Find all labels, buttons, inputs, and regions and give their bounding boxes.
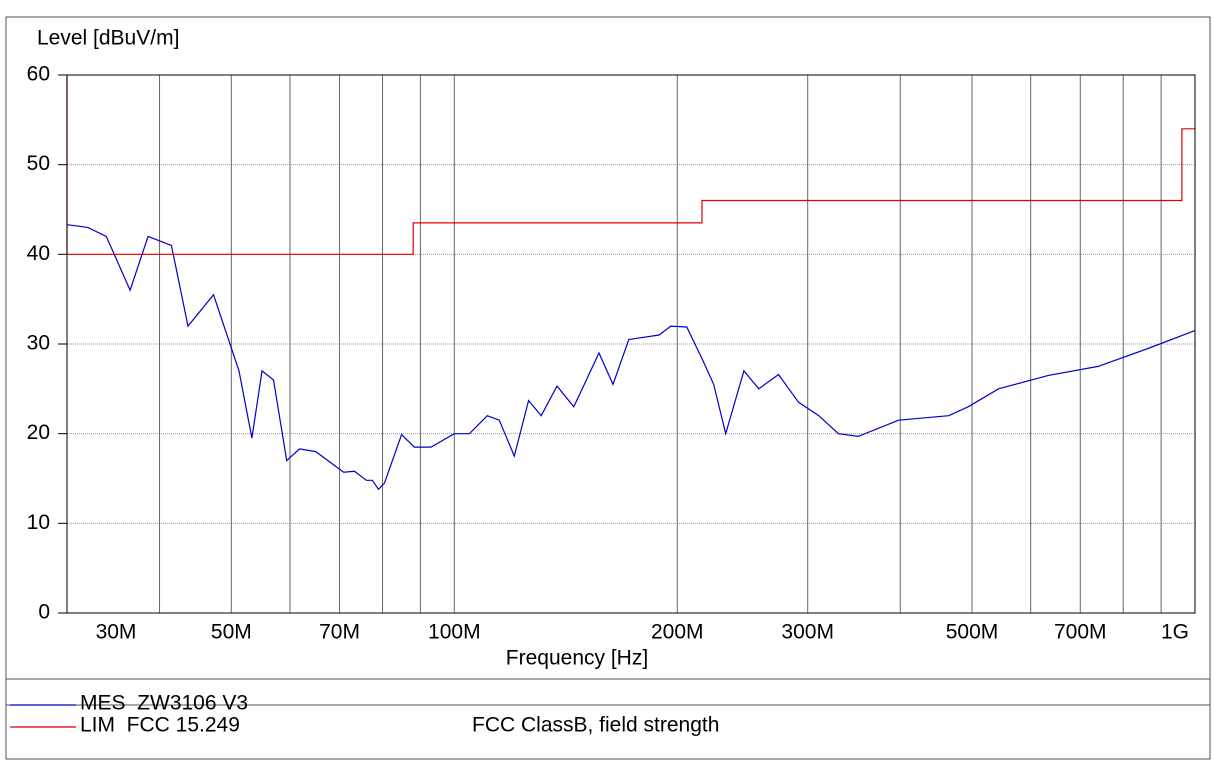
x-tick-label: 1G [1161, 621, 1189, 644]
legend-description: FCC ClassB, field strength [472, 714, 719, 737]
series-line [66, 75, 1195, 255]
plot-area [66, 74, 1196, 614]
y-tick-label: 10 [27, 511, 50, 534]
x-tick-label: 300M [781, 621, 834, 644]
frame [5, 16, 1211, 706]
y-axis-label: Level [dBuV/m] [37, 27, 179, 50]
series-line [66, 224, 1196, 491]
x-axis-label: Frequency [Hz] [506, 647, 648, 670]
y-tick-label: 20 [27, 421, 50, 444]
x-tick-label: 50M [211, 621, 252, 644]
legend-label: MES ZW3106 V3 [80, 692, 248, 715]
y-tick-label: 30 [27, 332, 50, 355]
x-tick-label: 200M [651, 621, 704, 644]
y-tick-label: 0 [38, 601, 50, 624]
y-tick-label: 50 [27, 152, 50, 175]
x-tick-label: 70M [319, 621, 360, 644]
legend-frame [5, 678, 1211, 760]
legend-label: LIM FCC 15.249 [80, 714, 240, 737]
x-tick-label: 500M [946, 621, 999, 644]
y-tick-label: 40 [27, 242, 50, 265]
x-tick-label: 700M [1054, 621, 1107, 644]
y-tick-label: 60 [27, 63, 50, 86]
x-tick-label: 30M [96, 621, 137, 644]
x-tick-label: 100M [428, 621, 481, 644]
